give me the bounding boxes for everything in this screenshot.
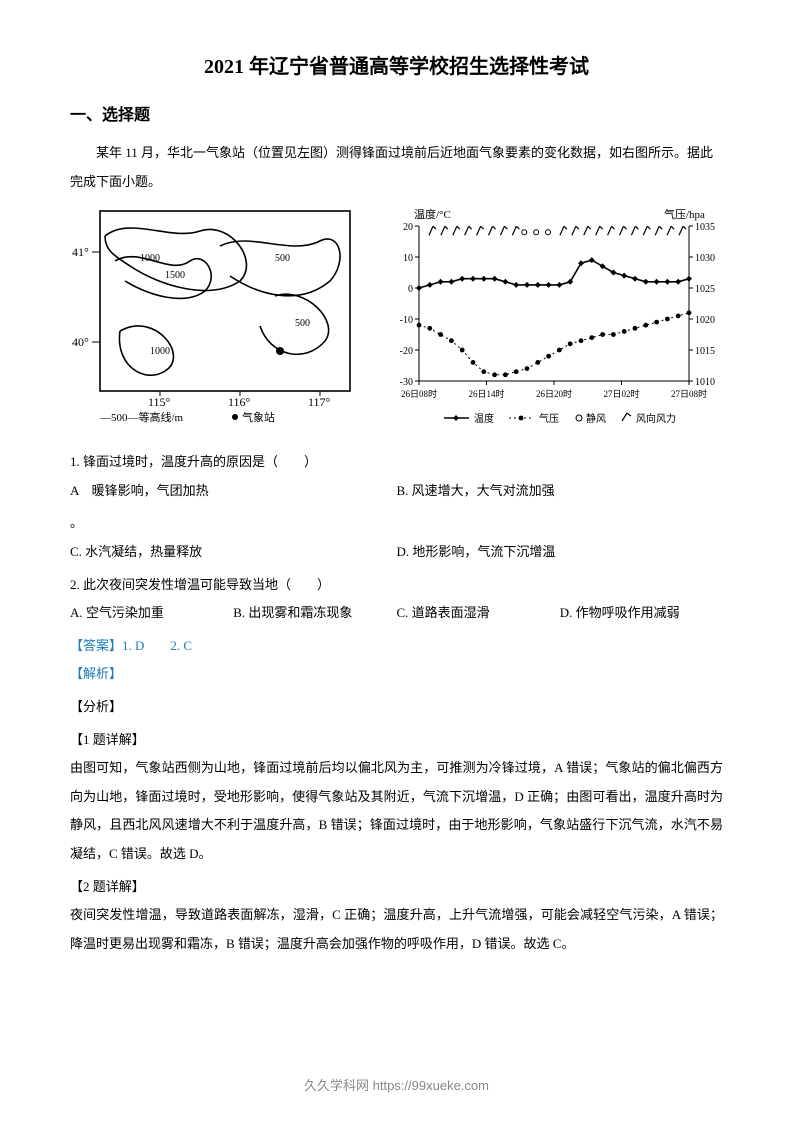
q1-row2: C. 水汽凝结，热量释放 D. 地形影响，气流下沉增温 — [70, 538, 723, 567]
svg-text:20: 20 — [403, 222, 413, 233]
d2-body: 夜间突发性增温，导致道路表面解冻，湿滑，C 正确；温度升高，上升气流增强，可能会… — [70, 901, 723, 958]
q1-opt-d: D. 地形影响，气流下沉增温 — [397, 538, 724, 567]
svg-text:温度/°C: 温度/°C — [414, 207, 451, 221]
svg-text:40°: 40° — [72, 335, 89, 349]
footer-text: 久久学科网 https://99xueke.com — [0, 1075, 793, 1094]
q2-opt-c: C. 道路表面湿滑 — [397, 599, 560, 628]
svg-text:-20: -20 — [400, 346, 413, 357]
svg-text:-10: -10 — [400, 315, 413, 326]
svg-text:气象站: 气象站 — [242, 410, 275, 424]
q1-row1: A 暖锋影响，气团加热 B. 风速增大，大气对流加强 — [70, 477, 723, 506]
q1-opt-c: C. 水汽凝结，热量释放 — [70, 538, 397, 567]
analysis-label: 【解析】 — [70, 660, 723, 689]
svg-text:27日02时: 27日02时 — [603, 388, 639, 399]
q2-stem: 2. 此次夜间突发性增温可能导致当地（ ） — [70, 571, 723, 600]
q2-opt-d: D. 作物呼吸作用减弱 — [560, 599, 723, 628]
svg-text:117°: 117° — [308, 395, 331, 409]
q1-opt-a: A 暖锋影响，气团加热 — [70, 477, 397, 506]
svg-text:1035: 1035 — [695, 222, 715, 233]
svg-text:1000: 1000 — [150, 346, 170, 357]
svg-text:1030: 1030 — [695, 253, 715, 264]
q2-row: A. 空气污染加重 B. 出现雾和霜冻现象 C. 道路表面湿滑 D. 作物呼吸作… — [70, 599, 723, 628]
svg-text:116°: 116° — [228, 395, 251, 409]
chart-figure: 温度/°C 气压/hpa 20 10 0 -10 -20 -30 1035 1030 1025 102… — [384, 206, 724, 436]
figure-row: 41°40°115°116°117°100015005001000500—500… — [70, 206, 723, 436]
svg-text:0: 0 — [408, 284, 413, 295]
q1-opt-b: B. 风速增大，大气对流加强 — [397, 477, 724, 506]
fenxi-head: 【分析】 — [70, 693, 723, 722]
svg-text:500: 500 — [295, 318, 310, 329]
passage-text: 某年 11 月，华北一气象站（位置见左图）测得锋面过境前后近地面气象要素的变化数… — [70, 139, 723, 196]
svg-text:41°: 41° — [72, 245, 89, 259]
svg-text:10: 10 — [403, 253, 413, 264]
svg-text:1020: 1020 — [695, 315, 715, 326]
map-figure: 41°40°115°116°117°100015005001000500—500… — [70, 206, 370, 426]
svg-text:气压: 气压 — [539, 412, 559, 425]
svg-text:温度: 温度 — [474, 412, 494, 425]
svg-text:500: 500 — [275, 253, 290, 264]
d1-head: 【1 题详解】 — [70, 726, 723, 755]
svg-text:1025: 1025 — [695, 284, 715, 295]
svg-text:26日14时: 26日14时 — [468, 388, 504, 399]
svg-text:静风: 静风 — [586, 412, 606, 425]
svg-text:1015: 1015 — [695, 346, 715, 357]
q1-stem: 1. 锋面过境时，温度升高的原因是（ ） — [70, 448, 723, 477]
q1-dot: 。 — [70, 509, 723, 538]
svg-text:27日08时: 27日08时 — [671, 388, 707, 399]
svg-text:-30: -30 — [400, 377, 413, 388]
section-heading: 一、选择题 — [70, 101, 723, 125]
d1-body: 由图可知，气象站西侧为山地，锋面过境前后均以偏北风为主，可推测为冷锋过境，A 错… — [70, 754, 723, 868]
q2-opt-a: A. 空气污染加重 — [70, 599, 233, 628]
svg-text:1010: 1010 — [695, 377, 715, 388]
svg-text:1500: 1500 — [165, 270, 185, 281]
svg-text:26日08时: 26日08时 — [401, 388, 437, 399]
svg-text:风向风力: 风向风力 — [636, 412, 676, 425]
svg-text:26日20时: 26日20时 — [536, 388, 572, 399]
svg-text:气压/hpa: 气压/hpa — [664, 207, 705, 221]
page-title: 2021 年辽宁省普通高等学校招生选择性考试 — [70, 50, 723, 79]
svg-text:115°: 115° — [148, 395, 171, 409]
d2-head: 【2 题详解】 — [70, 873, 723, 902]
svg-text:—500—等高线/m: —500—等高线/m — [99, 410, 184, 424]
q2-opt-b: B. 出现雾和霜冻现象 — [233, 599, 396, 628]
answer-line: 【答案】1. D 2. C — [70, 632, 723, 661]
